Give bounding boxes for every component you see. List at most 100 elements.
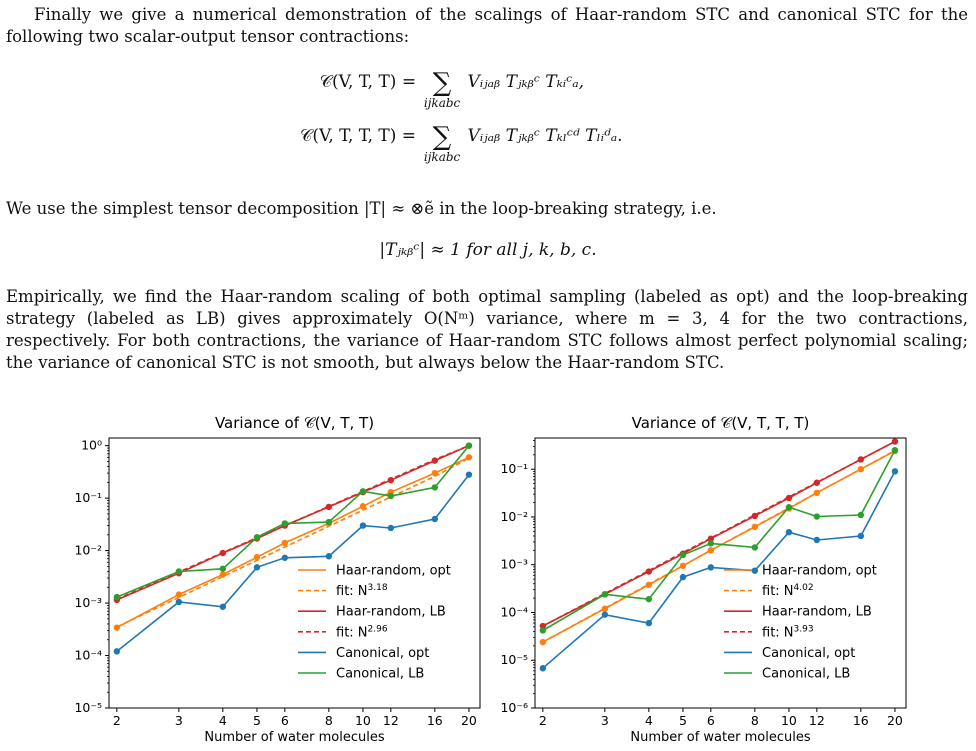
legend-label: fit: N3.18 — [336, 583, 388, 599]
data-point — [431, 515, 439, 523]
data-point — [219, 571, 227, 578]
data-point — [891, 446, 899, 454]
equation-2-lhs: 𝒞(V, T, T, T) = — [300, 126, 417, 146]
data-point — [465, 471, 473, 478]
series-line-4 — [116, 444, 470, 601]
data-point — [325, 553, 333, 560]
x-tick-label: 20 — [461, 713, 477, 728]
x-tick-label: 4 — [645, 713, 653, 728]
legend-label: Canonical, LB — [762, 667, 850, 682]
data-point — [359, 522, 367, 529]
legend-label: Haar-random, LB — [336, 605, 446, 620]
data-point — [325, 518, 333, 526]
y-tick-label: 10⁻³ — [500, 557, 528, 572]
data-point — [857, 511, 865, 519]
x-tick-label: 8 — [325, 713, 333, 728]
legend-label: fit: N3.93 — [762, 624, 814, 640]
series-line-5 — [116, 474, 470, 653]
series-line-5 — [542, 471, 896, 669]
data-point — [813, 479, 821, 486]
data-point — [707, 540, 715, 547]
data-point — [219, 565, 227, 572]
data-point — [707, 547, 715, 554]
data-point — [785, 528, 793, 536]
x-tick-label: 5 — [679, 713, 687, 728]
y-tick-label: 10⁰ — [81, 438, 102, 453]
figure: Variance of 𝒞(V, T, T) 10⁻⁵ 10⁻⁴ 10⁻³ 10⁻² 10… — [74, 414, 907, 745]
chart-title: Variance of 𝒞(V, T, T, T) — [632, 414, 810, 432]
x-axis-label: Number of water molecules — [630, 730, 810, 745]
data-point — [253, 534, 261, 541]
data-point — [751, 544, 759, 551]
data-point — [219, 603, 227, 610]
data-point — [857, 532, 865, 540]
legend-label: Haar-random, opt — [762, 564, 877, 579]
y-tick-label: 10⁻² — [74, 543, 102, 558]
y-tick-label: 10⁻⁵ — [74, 700, 102, 715]
chart-panel-1: Variance of 𝒞(V, T, T) 10⁻⁵ 10⁻⁴ 10⁻³ 10⁻² 10… — [74, 414, 481, 745]
data-point — [539, 627, 547, 634]
x-tick-label: 6 — [707, 713, 715, 728]
legend-label: Haar-random, LB — [762, 605, 872, 620]
data-point — [645, 595, 653, 603]
data-point — [281, 554, 289, 561]
plot-frame — [534, 437, 907, 709]
legend-exponent: 4.02 — [794, 583, 814, 593]
equation-2-rhs: ∑ ijkabc Vᵢⱼₐᵦ Tⱼₖᵦᶜ Tₖₗᶜᵈ Tₗᵢᵈₐ. — [422, 124, 623, 164]
sum-index: ijkabc — [423, 150, 461, 164]
sum-symbol: ∑ ijkabc — [423, 68, 461, 110]
y-tick-label: 10⁻⁶ — [500, 700, 528, 715]
legend-label: fit: N4.02 — [762, 583, 814, 599]
x-tick-label: 4 — [219, 713, 227, 728]
series-line-6 — [116, 445, 470, 598]
x-tick-label: 10 — [781, 713, 797, 728]
equation-2-terms: Vᵢⱼₐᵦ Tⱼₖᵦᶜ Tₖₗᶜᵈ Tₗᵢᵈₐ. — [467, 126, 623, 146]
legend-exponent: 3.18 — [368, 583, 388, 593]
legend-exponent: 2.96 — [368, 624, 388, 634]
data-point — [359, 488, 367, 495]
data-point — [431, 457, 439, 464]
data-point — [601, 591, 609, 598]
x-tick-label: 2 — [539, 713, 547, 728]
y-tick-label: 10⁻² — [500, 509, 528, 524]
legend-label: Canonical, opt — [762, 646, 855, 661]
legend-label: Canonical, LB — [336, 667, 424, 682]
x-tick-label: 2 — [113, 713, 121, 728]
x-tick-label: 5 — [253, 713, 261, 728]
data-point — [175, 568, 183, 575]
x-tick-label: 12 — [383, 713, 399, 728]
y-tick-label: 10⁻⁴ — [500, 604, 528, 619]
data-point — [253, 564, 261, 571]
series-line-6 — [542, 449, 896, 632]
x-tick-label: 3 — [175, 713, 183, 728]
series-line-1 — [116, 456, 470, 629]
x-tick-label: 8 — [751, 713, 759, 728]
data-point — [175, 591, 183, 598]
legend-label: Canonical, opt — [336, 646, 429, 661]
plot-frame — [108, 437, 481, 709]
data-point — [175, 598, 183, 606]
equation-1-terms: Vᵢⱼₐᵦ Tⱼₖᵦᶜ Tₖᵢᶜₐ, — [467, 72, 584, 92]
x-tick-label: 20 — [887, 713, 903, 728]
legend-label: Haar-random, opt — [336, 564, 451, 579]
data-point — [785, 494, 793, 502]
x-tick-label: 12 — [809, 713, 825, 728]
results-paragraph: Empirically, we find the Haar-random sca… — [6, 287, 968, 372]
sum-index: ijkabc — [423, 96, 461, 110]
chart-title: Variance of 𝒞(V, T, T) — [215, 414, 374, 432]
legend-label: fit: N2.96 — [336, 624, 388, 640]
y-tick-label: 10⁻¹ — [500, 461, 528, 476]
equation-block: 𝒞(V, T, T) = ∑ ijkabc Vᵢⱼₐᵦ Tⱼₖᵦᶜ Tₖᵢᶜₐ, … — [300, 70, 623, 164]
series-line-3 — [542, 440, 896, 627]
decomposition-paragraph: We use the simplest tensor decomposition… — [6, 199, 717, 218]
data-point — [707, 564, 715, 571]
data-point — [281, 539, 289, 547]
data-point — [645, 619, 653, 627]
data-point — [891, 468, 899, 475]
y-tick-label: 10⁻³ — [74, 595, 102, 610]
equation-1-rhs: ∑ ijkabc Vᵢⱼₐᵦ Tⱼₖᵦᶜ Tₖᵢᶜₐ, — [422, 70, 623, 110]
y-tick-label: 10⁻¹ — [74, 490, 102, 505]
x-tick-label: 16 — [853, 713, 869, 728]
data-point — [387, 492, 395, 500]
equation-3: |Tⱼₖᵦᶜ| ≈ 1 for all j, k, b, c. — [379, 240, 597, 260]
